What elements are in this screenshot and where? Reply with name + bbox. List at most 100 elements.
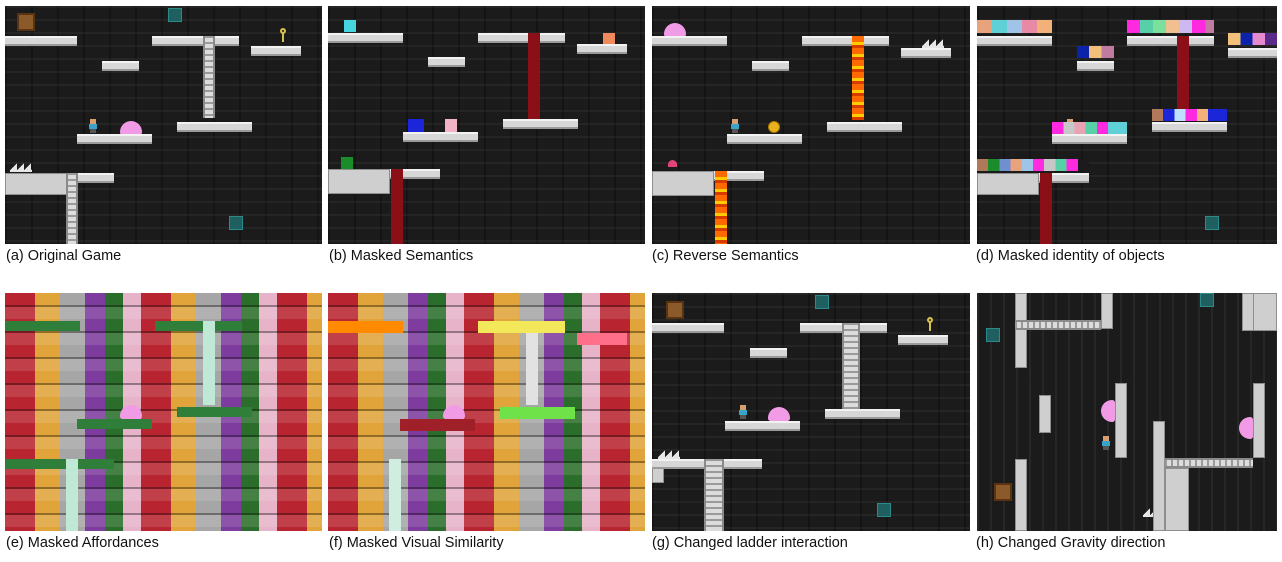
platform xyxy=(390,169,440,179)
vertical-platform xyxy=(1153,421,1165,531)
door-icon xyxy=(229,216,243,230)
color-tile-row xyxy=(1127,20,1214,33)
vertical-platform xyxy=(1015,459,1027,531)
vertical-platform xyxy=(1101,293,1113,329)
pale-ladder-texture xyxy=(203,321,215,405)
caption: (h) Changed Gravity direction xyxy=(976,535,1166,551)
red-texture-band xyxy=(400,419,475,431)
door-icon xyxy=(1205,216,1219,230)
texture-rows xyxy=(5,293,322,531)
door-icon xyxy=(168,8,182,22)
caption: (b) Masked Semantics xyxy=(329,248,474,264)
floor-block xyxy=(652,171,714,196)
texture-mosaic xyxy=(5,293,322,531)
platform xyxy=(503,119,578,129)
platform xyxy=(177,122,252,132)
door-icon xyxy=(815,295,829,309)
player-icon xyxy=(1101,436,1111,450)
key-icon xyxy=(280,28,286,42)
panel-masked-visual-similarity xyxy=(328,293,645,531)
player-icon xyxy=(738,405,748,419)
slime-enemy-icon xyxy=(120,405,142,419)
slime-enemy-icon xyxy=(1239,417,1253,439)
fire-icon xyxy=(852,36,864,120)
panel-masked-semantics xyxy=(328,6,645,244)
coin-icon xyxy=(768,121,780,133)
lime-texture-band xyxy=(500,407,575,419)
green-texture-band xyxy=(5,321,80,331)
platform xyxy=(752,61,789,71)
fire-icon xyxy=(715,171,727,244)
caption: (g) Changed ladder interaction xyxy=(652,535,848,551)
platform xyxy=(652,36,727,46)
door-icon xyxy=(877,503,891,517)
cyan-block xyxy=(344,20,356,32)
ladder-icon xyxy=(66,173,78,244)
crate-icon xyxy=(994,483,1012,501)
platform xyxy=(403,132,478,142)
color-tile-row xyxy=(1228,33,1277,45)
red-pillar xyxy=(1177,36,1189,120)
caption: (e) Masked Affordances xyxy=(6,535,159,551)
slime-enemy-icon xyxy=(768,407,790,421)
platform xyxy=(67,173,114,183)
green-block xyxy=(341,157,353,169)
floor-block xyxy=(977,173,1039,195)
slime-enemy-icon xyxy=(664,23,686,37)
green-texture-band xyxy=(155,321,242,331)
yellow-texture-band xyxy=(478,321,565,333)
blue-block xyxy=(408,119,424,132)
ladder-icon xyxy=(704,459,724,531)
slime-enemy-icon xyxy=(1101,400,1115,422)
caption: (d) Masked identity of objects xyxy=(976,248,1165,264)
color-tile-row xyxy=(1152,109,1227,121)
door-icon xyxy=(986,328,1000,342)
panel-changed-ladder xyxy=(652,293,970,531)
orange-block xyxy=(603,33,615,45)
platform xyxy=(652,323,724,333)
platform xyxy=(102,61,139,71)
color-tile-row xyxy=(1077,46,1114,58)
door-icon xyxy=(1200,293,1214,307)
color-tile-row xyxy=(977,159,1089,171)
ladder-icon xyxy=(842,323,860,409)
color-tile-row xyxy=(1052,122,1127,134)
panel-reverse-semantics xyxy=(652,6,970,244)
color-tile-row xyxy=(977,20,1052,33)
key-icon xyxy=(927,317,933,331)
vertical-platform xyxy=(1115,383,1127,458)
pale-ladder-texture xyxy=(66,459,78,531)
spikes-icon xyxy=(658,449,680,459)
caption: (c) Reverse Semantics xyxy=(652,248,799,264)
platform xyxy=(898,335,948,345)
slime-enemy-icon xyxy=(120,121,142,135)
platform xyxy=(428,57,465,67)
platform xyxy=(977,36,1052,46)
spikes-icon xyxy=(10,162,32,172)
platform xyxy=(827,122,902,132)
green-texture-band xyxy=(77,419,152,429)
platform xyxy=(725,421,800,431)
caption: (f) Masked Visual Similarity xyxy=(329,535,504,551)
platform xyxy=(1127,36,1214,46)
vertical-platform xyxy=(1015,293,1027,368)
platform xyxy=(802,36,889,46)
platform xyxy=(1228,48,1277,58)
platform xyxy=(5,36,77,46)
pale-ladder-texture xyxy=(526,333,538,405)
red-pillar xyxy=(1040,173,1052,244)
panel-changed-gravity xyxy=(977,293,1277,531)
vertical-platform xyxy=(1039,395,1051,433)
floor-block xyxy=(328,169,390,194)
floor-block xyxy=(5,173,67,195)
platform xyxy=(1152,122,1227,132)
panel-original-game xyxy=(5,6,322,244)
spikes-icon xyxy=(922,38,944,48)
green-texture-band xyxy=(5,459,114,469)
vertical-platform xyxy=(1253,293,1277,331)
vertical-platform xyxy=(1165,468,1189,531)
panel-masked-identity xyxy=(977,6,1277,244)
panel-masked-affordances xyxy=(5,293,322,531)
red-pillar xyxy=(528,33,540,119)
pink-texture-band xyxy=(577,333,627,345)
